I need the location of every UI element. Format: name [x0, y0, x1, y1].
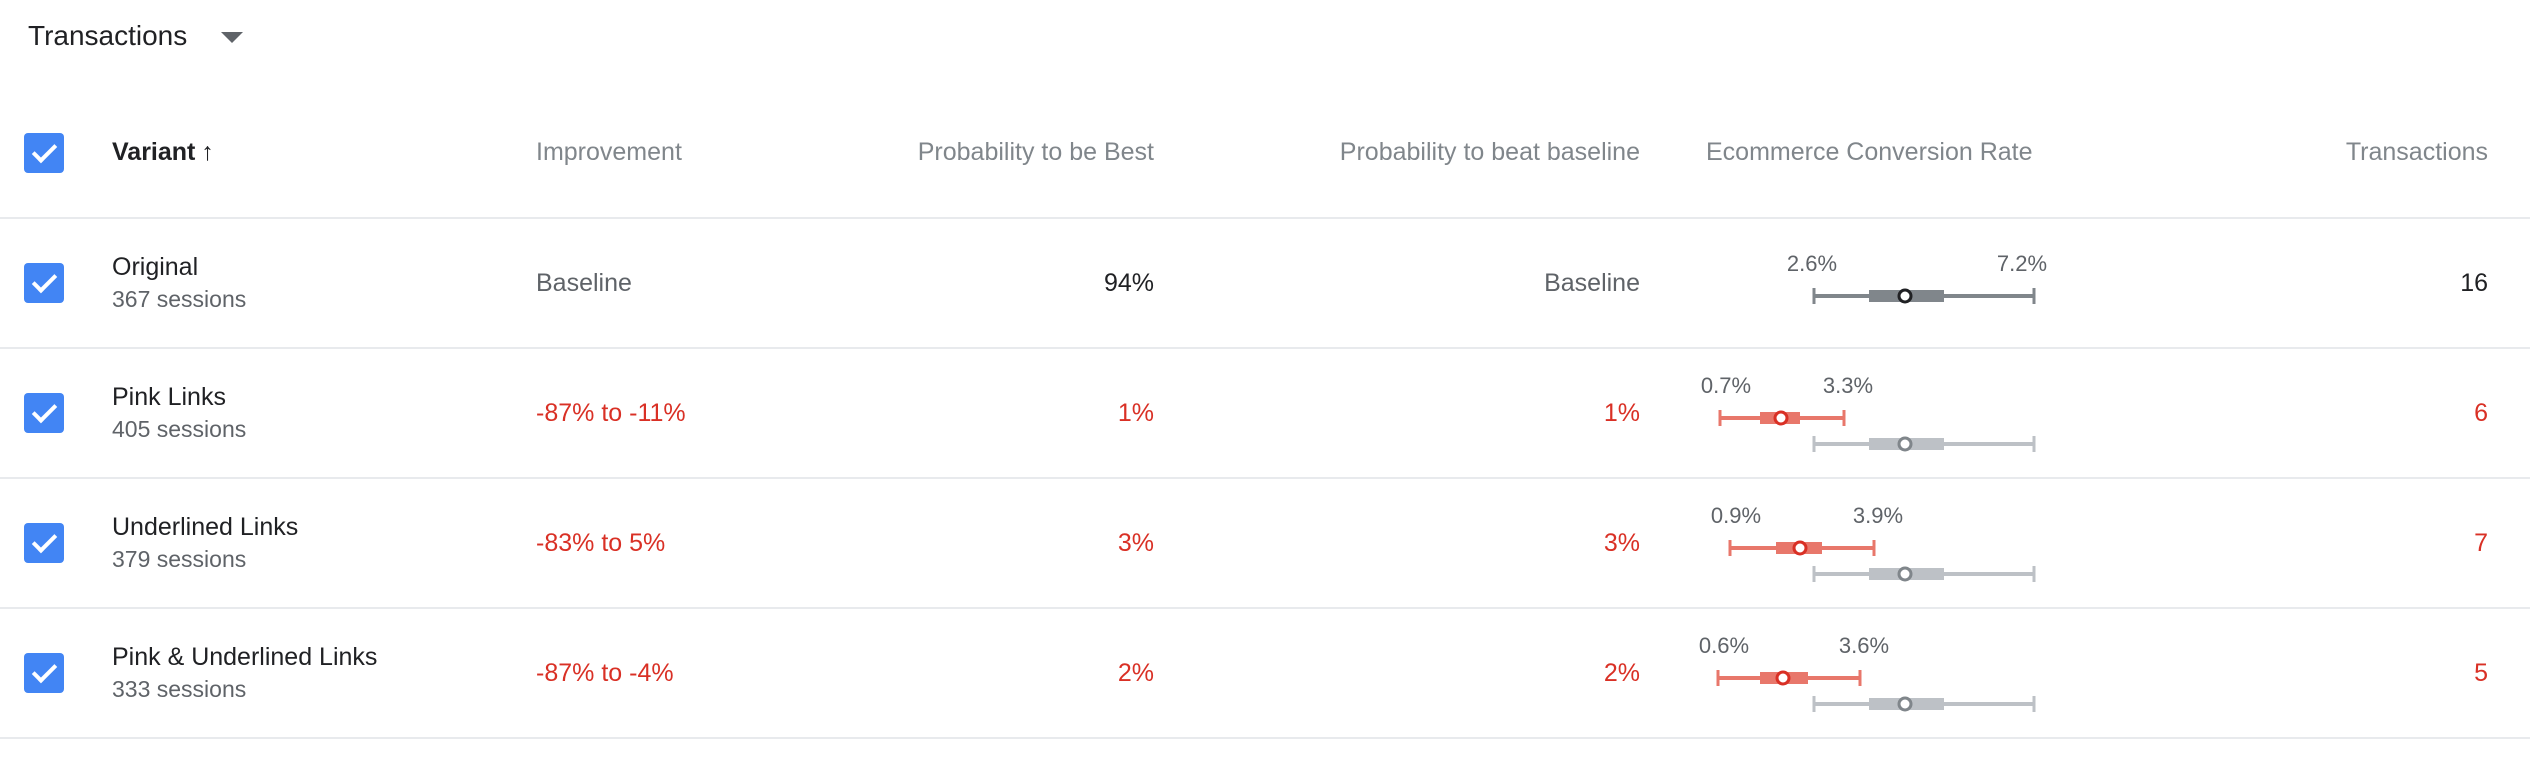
ci-high-label: 7.2% [1997, 251, 2047, 276]
variant-sessions: 405 sessions [112, 416, 247, 442]
column-header-prob-beat[interactable]: Probability to beat baseline [1339, 138, 1640, 166]
column-header-variant[interactable]: Variant ↑ [112, 88, 536, 218]
prob-beat-value: 3% [1603, 528, 1640, 557]
variant-sessions: 367 sessions [112, 286, 247, 312]
transactions-value: 5 [2474, 658, 2488, 687]
column-header-improvement[interactable]: Improvement [536, 138, 682, 166]
improvement-low: -87% [536, 658, 595, 687]
table-row: Pink & Underlined Links 333 sessions -87… [0, 608, 2530, 738]
row-checkbox[interactable] [24, 263, 64, 303]
baseline-interval [1812, 436, 2036, 452]
row-checkbox[interactable] [24, 393, 64, 433]
ci-low-label: 0.7% [1701, 373, 1751, 398]
metric-dropdown[interactable]: Transactions [28, 14, 244, 58]
arrow-drop-down-icon[interactable] [221, 32, 244, 43]
ci-low-label: 0.9% [1711, 503, 1761, 528]
improvement-high: -11% [629, 398, 686, 427]
variant-sessions: 379 sessions [112, 546, 247, 572]
improvement-value: Baseline [536, 268, 632, 297]
transactions-value: 16 [2460, 268, 2488, 297]
prob-best-value: 3% [1117, 528, 1154, 557]
improvement-high: 5% [629, 528, 666, 557]
variant-interval [1718, 410, 1846, 426]
prob-best-value: 94% [1103, 268, 1154, 297]
ci-high-label: 3.3% [1823, 373, 1873, 398]
improvement-high: -4% [629, 658, 674, 687]
improvement-low: -87% [536, 398, 595, 427]
variant-sessions: 333 sessions [112, 676, 247, 702]
ci-low-label: 0.6% [1699, 633, 1749, 658]
arrow-upward-icon[interactable]: ↑ [201, 138, 214, 166]
baseline-interval [1812, 288, 2036, 304]
metric-select[interactable]: Transactions [28, 20, 244, 52]
variant-name: Original [112, 253, 199, 281]
improvement-range: -87% to -11% [536, 348, 836, 478]
ecr-interval-cell: 0.6% 3.6% [1640, 608, 2140, 738]
ci-low-label: 2.6% [1787, 251, 1837, 276]
ecr-interval-cell: 0.9% 3.9% [1640, 478, 2140, 608]
row-checkbox[interactable] [24, 653, 64, 693]
column-header-prob-best[interactable]: Probability to be Best [917, 138, 1154, 166]
improvement-to: to [601, 528, 623, 557]
column-header-ecr[interactable]: Ecommerce Conversion Rate [1706, 138, 2033, 166]
prob-beat-value: 2% [1603, 658, 1640, 687]
transactions-value: 6 [2474, 398, 2488, 427]
prob-best-value: 1% [1117, 398, 1154, 427]
row-checkbox[interactable] [24, 523, 64, 563]
table-row: Pink Links 405 sessions -87% to -11% 1% … [0, 348, 2530, 478]
transactions-value: 7 [2474, 528, 2488, 557]
variant-name: Pink & Underlined Links [112, 643, 378, 671]
improvement-range: -87% to -4% [536, 608, 836, 738]
ecr-interval-chart: 0.7% 3.3% [1701, 373, 2036, 452]
prob-beat-value: Baseline [1544, 268, 1640, 297]
improvement-to: to [601, 398, 623, 427]
ci-high-label: 3.6% [1839, 633, 1889, 658]
prob-beat-value: 1% [1603, 398, 1640, 427]
column-header-transactions[interactable]: Transactions [2345, 138, 2488, 166]
variant-header-label: Variant [112, 138, 196, 166]
table-row: Original 367 sessions Baseline 94% Basel… [0, 218, 2530, 348]
ecr-interval-cell: 0.7% 3.3% [1640, 348, 2140, 478]
variant-name: Underlined Links [112, 513, 299, 541]
variant-interval [1728, 540, 1876, 556]
variant-name: Pink Links [112, 383, 226, 411]
improvement-range: -83% to 5% [536, 478, 836, 608]
ecr-interval-chart: 0.9% 3.9% [1711, 503, 2036, 582]
table-header-row: Variant ↑ Improvement Probability to be B… [0, 88, 2530, 218]
ci-high-label: 3.9% [1853, 503, 1903, 528]
metric-label: Transactions [28, 20, 188, 51]
ecr-interval-cell: 2.6% 7.2% [1640, 218, 2140, 348]
ecr-interval-chart: 0.6% 3.6% [1699, 633, 2036, 712]
baseline-interval [1812, 696, 2036, 712]
variants-table: Variant ↑ Improvement Probability to be B… [0, 88, 2530, 739]
table-row: Underlined Links 379 sessions -83% to 5%… [0, 478, 2530, 608]
baseline-interval [1812, 566, 2036, 582]
prob-best-value: 2% [1117, 658, 1154, 687]
variant-interval [1716, 670, 1862, 686]
ecr-interval-chart: 2.6% 7.2% [1787, 251, 2047, 304]
improvement-to: to [601, 658, 623, 687]
improvement-low: -83% [536, 528, 595, 557]
select-all-checkbox[interactable] [24, 132, 64, 173]
